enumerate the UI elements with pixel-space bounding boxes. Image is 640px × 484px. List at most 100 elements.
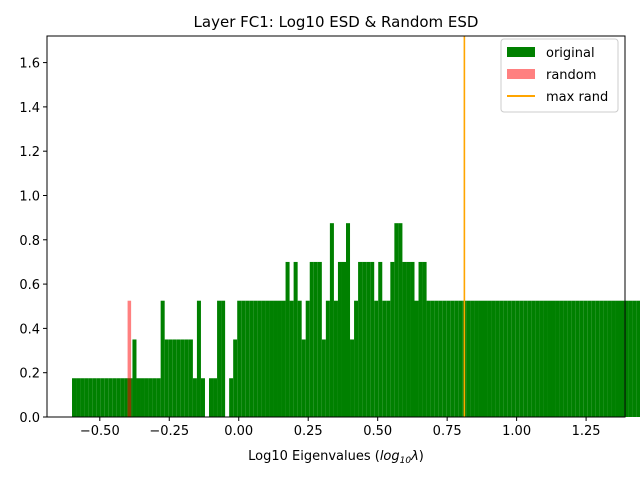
original-bar-136 [620, 300, 625, 417]
y-tick-label-5: 1.0 [19, 189, 40, 204]
original-bar-51 [277, 300, 282, 417]
y-tick-label-3: 0.6 [19, 278, 40, 293]
x-tick-label-2: 0.00 [224, 424, 253, 439]
original-bar-83 [406, 261, 411, 417]
original-bar-71 [358, 261, 363, 417]
original-bar-39 [229, 378, 234, 417]
original-bar-117 [543, 300, 548, 417]
original-bar-93 [446, 300, 451, 417]
original-bar-43 [245, 300, 250, 417]
original-bar-16 [136, 378, 141, 417]
original-bar-28 [184, 339, 189, 417]
original-bar-112 [523, 300, 528, 417]
original-bar-66 [337, 261, 342, 417]
x-axis-label-math: log [380, 449, 400, 464]
original-bar-54 [289, 300, 294, 417]
original-bar-127 [583, 300, 588, 417]
original-bar-57 [301, 339, 306, 417]
original-bar-30 [192, 378, 197, 417]
original-bar-118 [547, 300, 552, 417]
original-bar-95 [454, 300, 459, 417]
y-tick-label-2: 0.4 [19, 322, 40, 337]
original-bar-88 [426, 300, 431, 417]
original-bar-55 [293, 261, 298, 417]
original-bar-36 [217, 300, 222, 417]
original-bar-52 [281, 300, 286, 417]
original-bar-49 [269, 300, 274, 417]
x-tick-label-6: 1.00 [502, 424, 531, 439]
x-axis-label: Log10 Eigenvalues (log10λ) [248, 449, 424, 466]
original-bar-103 [487, 300, 492, 417]
original-bar-62 [321, 339, 326, 417]
original-bar-92 [442, 300, 447, 417]
x-tick-label-1: −0.25 [149, 424, 189, 439]
original-bar-121 [559, 300, 564, 417]
original-bar-125 [575, 300, 580, 417]
original-bar-35 [213, 378, 218, 417]
chart-title: Layer FC1: Log10 ESD & Random ESD [194, 13, 479, 31]
y-tick-label-6: 1.2 [19, 145, 40, 160]
original-bar-53 [285, 261, 290, 417]
y-tick-label-8: 1.6 [19, 57, 40, 72]
original-bar-98 [466, 300, 471, 417]
original-bar-56 [297, 300, 302, 417]
original-bar-129 [591, 300, 596, 417]
original-bar-94 [450, 300, 455, 417]
legend-label-max-rand: max rand [546, 90, 608, 105]
legend-label-original: original [546, 46, 595, 61]
legend-label-random: random [546, 68, 596, 83]
original-bar-108 [507, 300, 512, 417]
original-bar-134 [611, 300, 616, 417]
original-bar-75 [374, 300, 379, 417]
x-tick-label-5: 0.75 [433, 424, 462, 439]
x-tick-label-3: 0.25 [294, 424, 323, 439]
original-bar-82 [402, 261, 407, 417]
original-bar-87 [422, 261, 427, 417]
original-bar-101 [478, 300, 483, 417]
original-bar-13 [124, 378, 129, 417]
original-bar-31 [196, 300, 201, 417]
original-bar-70 [354, 300, 359, 417]
original-bar-2 [80, 378, 85, 417]
original-bar-115 [535, 300, 540, 417]
original-bar-138 [628, 300, 633, 417]
original-bar-27 [180, 339, 185, 417]
original-bar-140 [636, 300, 640, 417]
original-bar-48 [265, 300, 270, 417]
original-bar-84 [410, 261, 415, 417]
original-bar-106 [499, 300, 504, 417]
original-bar-7 [100, 378, 105, 417]
original-bar-9 [108, 378, 113, 417]
original-bar-109 [511, 300, 516, 417]
legend: original random max rand [500, 38, 619, 113]
random-bar-0 [127, 300, 132, 417]
plot-frame [46, 35, 626, 418]
original-bar-113 [527, 300, 532, 417]
original-bar-133 [607, 300, 612, 417]
original-bar-25 [172, 339, 177, 417]
x-axis-label-close: ) [419, 449, 424, 464]
original-bar-116 [539, 300, 544, 417]
x-axis-ticks: −0.50 −0.25 0.00 0.25 0.50 0.75 1.00 1.25 [80, 417, 601, 439]
legend-box [500, 38, 619, 113]
original-bar-72 [362, 261, 367, 417]
x-axis-label-main: Log10 Eigenvalues ( [248, 449, 380, 464]
original-bar-81 [398, 223, 403, 417]
original-bar-1 [76, 378, 81, 417]
original-bar-0 [72, 378, 77, 417]
original-bar-123 [567, 300, 572, 417]
original-bar-89 [430, 300, 435, 417]
original-bar-74 [370, 261, 375, 417]
original-bar-128 [587, 300, 592, 417]
original-bar-24 [168, 339, 173, 417]
original-bar-47 [261, 300, 266, 417]
x-axis-label-sub: 10 [400, 456, 412, 466]
original-bar-5 [92, 378, 97, 417]
original-bar-135 [615, 300, 620, 417]
original-bar-60 [313, 261, 318, 417]
original-bar-65 [333, 300, 338, 417]
original-bar-139 [632, 300, 637, 417]
original-bar-122 [563, 300, 568, 417]
